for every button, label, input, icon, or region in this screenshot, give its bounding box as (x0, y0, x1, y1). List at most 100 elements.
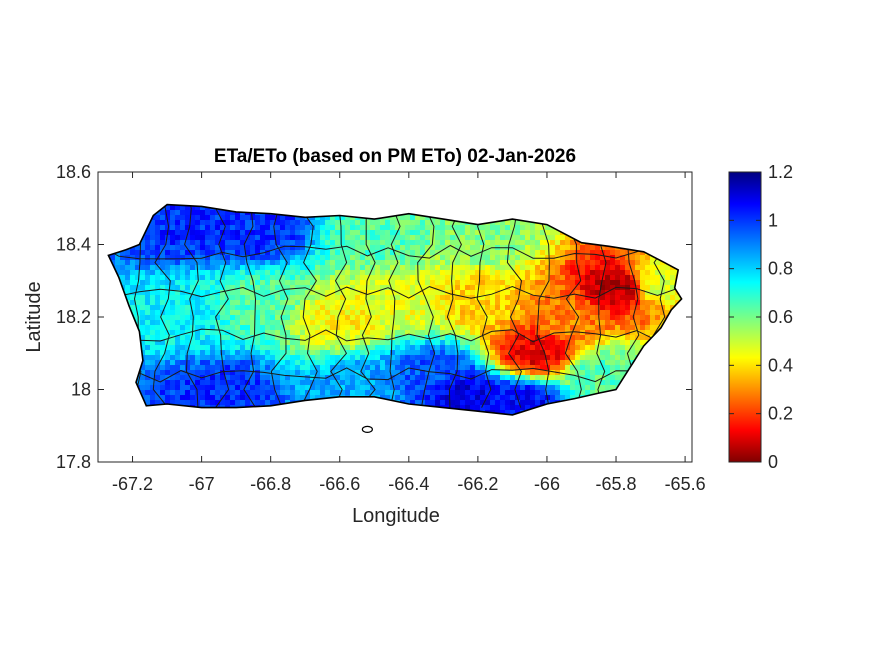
field-cell (525, 395, 531, 401)
field-cell (165, 225, 171, 231)
field-cell (150, 295, 156, 301)
field-cell (445, 390, 451, 396)
field-cell (320, 250, 326, 256)
field-cell (280, 300, 286, 306)
field-cell (610, 325, 616, 331)
field-cell (415, 255, 421, 261)
field-cell (375, 290, 381, 296)
field-cell (510, 300, 516, 306)
field-cell (185, 250, 191, 256)
field-cell (335, 340, 341, 346)
field-cell (305, 235, 311, 241)
field-cell (620, 300, 626, 306)
field-cell (535, 395, 541, 401)
field-cell (200, 340, 206, 346)
field-cell (165, 350, 171, 356)
field-cell (500, 290, 506, 296)
field-cell (515, 250, 521, 256)
field-cell (235, 325, 241, 331)
field-cell (415, 295, 421, 301)
field-cell (140, 345, 146, 351)
field-cell (525, 265, 531, 271)
field-cell (240, 290, 246, 296)
field-cell (165, 255, 171, 261)
field-cell (175, 265, 181, 271)
field-cell (245, 310, 251, 316)
field-cell (405, 300, 411, 306)
field-cell (210, 275, 216, 281)
field-cell (345, 240, 351, 246)
field-cell (455, 390, 461, 396)
field-cell (295, 360, 301, 366)
field-cell (510, 235, 516, 241)
field-cell (395, 235, 401, 241)
field-cell (300, 315, 306, 321)
field-cell (290, 225, 296, 231)
field-cell (580, 355, 586, 361)
field-cell (635, 305, 641, 311)
field-cell (460, 390, 466, 396)
field-cell (380, 230, 386, 236)
field-cell (570, 320, 576, 326)
field-cell (545, 345, 551, 351)
field-cell (270, 270, 276, 276)
field-cell (360, 345, 366, 351)
field-cell (145, 245, 151, 251)
field-cell (150, 380, 156, 386)
field-cell (200, 365, 206, 371)
field-cell (400, 355, 406, 361)
field-cell (230, 330, 236, 336)
field-cell (330, 255, 336, 261)
field-cell (415, 240, 421, 246)
field-cell (285, 220, 291, 226)
field-cell (540, 400, 546, 406)
field-cell (295, 315, 301, 321)
field-cell (330, 275, 336, 281)
field-cell (600, 345, 606, 351)
field-cell (500, 220, 506, 226)
field-cell (435, 355, 441, 361)
field-cell (150, 390, 156, 396)
field-cell (185, 215, 191, 221)
field-cell (490, 340, 496, 346)
field-cell (215, 355, 221, 361)
field-cell (605, 325, 611, 331)
field-cell (235, 230, 241, 236)
field-cell (210, 265, 216, 271)
field-cell (160, 305, 166, 311)
field-cell (185, 395, 191, 401)
field-cell (530, 305, 536, 311)
field-cell (510, 345, 516, 351)
field-cell (200, 335, 206, 341)
field-cell (450, 365, 456, 371)
field-cell (640, 320, 646, 326)
field-cell (280, 255, 286, 261)
field-cell (195, 215, 201, 221)
field-cell (415, 395, 421, 401)
field-cell (145, 320, 151, 326)
field-cell (505, 335, 511, 341)
field-cell (510, 380, 516, 386)
field-cell (320, 300, 326, 306)
field-cell (140, 245, 146, 251)
field-cell (650, 310, 656, 316)
field-cell (415, 285, 421, 291)
field-cell (475, 235, 481, 241)
field-cell (235, 295, 241, 301)
field-cell (415, 385, 421, 391)
field-cell (550, 300, 556, 306)
field-cell (425, 355, 431, 361)
field-cell (195, 380, 201, 386)
field-cell (260, 365, 266, 371)
field-cell (590, 290, 596, 296)
field-cell (345, 270, 351, 276)
field-cell (255, 350, 261, 356)
field-cell (425, 390, 431, 396)
field-cell (645, 310, 651, 316)
field-cell (410, 215, 416, 221)
field-cell (570, 310, 576, 316)
field-cell (125, 275, 131, 281)
field-cell (485, 350, 491, 356)
field-cell (300, 380, 306, 386)
field-cell (515, 220, 521, 226)
